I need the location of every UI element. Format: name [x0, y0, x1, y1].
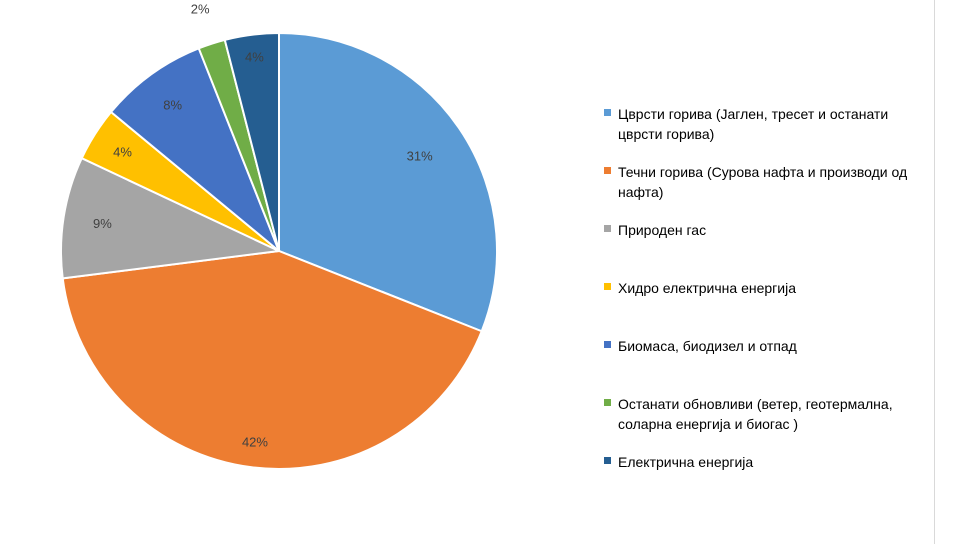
- legend-item: Хидро електрична енергија: [604, 278, 914, 298]
- legend-label: Цврсти горива (Јаглен, тресет и останати…: [618, 106, 889, 142]
- legend-swatch: [604, 457, 611, 464]
- legend-swatch: [604, 399, 611, 406]
- legend-swatch: [604, 225, 611, 232]
- legend-swatch: [604, 109, 611, 116]
- legend-item: Биомаса, биодизел и отпад: [604, 336, 914, 356]
- slice-data-label: 8%: [163, 98, 182, 113]
- chart-frame: 31% 42% 9% 4% 8% 2% 4% Цврсти горива (Јаглен, …: [60, 0, 935, 544]
- slice-data-label: 42%: [242, 434, 268, 449]
- pie-slice: [223, 31, 280, 252]
- legend-item: Природен гас: [604, 220, 914, 240]
- slice-data-label: 9%: [93, 216, 112, 231]
- pie-chart: 31% 42% 9% 4% 8% 2% 4%: [60, 1, 498, 470]
- legend-label: Течни горива (Сурова нафта и производи о…: [618, 164, 908, 200]
- legend-swatch: [604, 283, 611, 290]
- legend-label: Електрична енергија: [618, 454, 754, 470]
- pie-slice: [60, 156, 283, 280]
- legend-swatch: [604, 341, 611, 348]
- slice-data-label: 4%: [113, 145, 132, 160]
- pie-slice: [278, 31, 498, 333]
- legend-item: Цврсти горива (Јаглен, тресет и останати…: [604, 104, 914, 144]
- pie-slice: [109, 47, 280, 252]
- legend-item: Течни горива (Сурова нафта и производи о…: [604, 162, 914, 202]
- slice-data-label: 4%: [245, 49, 264, 64]
- legend-label: Биомаса, биодизел и отпад: [618, 338, 797, 354]
- legend-swatch: [604, 167, 611, 174]
- slice-data-label: 2%: [191, 1, 210, 16]
- legend-label: Природен гас: [618, 222, 707, 238]
- legend-label: Останати обновливи (ветер, геотермална, …: [618, 396, 893, 432]
- legend-label: Хидро електрична енергија: [618, 280, 796, 296]
- slice-data-label: 31%: [407, 148, 433, 163]
- legend-item: Електрична енергија: [604, 452, 914, 472]
- pie-slice: [61, 249, 483, 470]
- legend-item: Останати обновливи (ветер, геотермална, …: [604, 394, 914, 434]
